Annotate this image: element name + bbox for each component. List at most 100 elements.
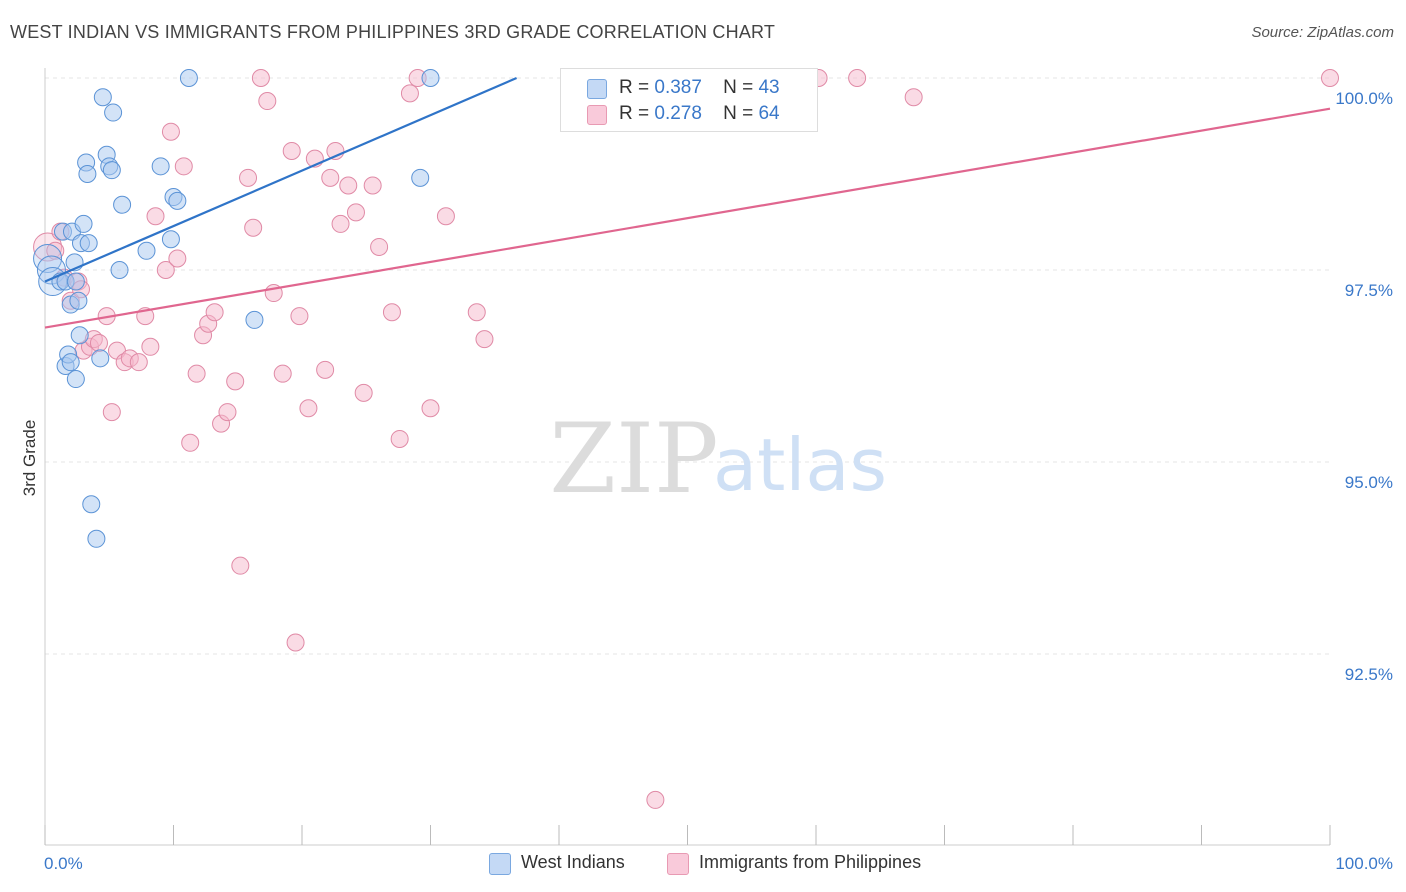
data-point-west-indians — [66, 272, 85, 291]
data-point-philippines — [382, 303, 401, 322]
legend-r-value: 0.387 — [654, 77, 702, 98]
legend-n-value: 64 — [758, 103, 780, 124]
data-point-west-indians — [66, 370, 85, 389]
data-point-philippines — [205, 303, 224, 322]
data-point-west-indians — [113, 195, 132, 214]
chart-title: WEST INDIAN VS IMMIGRANTS FROM PHILIPPIN… — [10, 22, 776, 42]
data-point-philippines — [273, 364, 292, 383]
legend-swatch-blue — [489, 853, 511, 875]
data-point-philippines — [400, 84, 419, 103]
data-point-philippines — [226, 372, 245, 391]
y-tick-label: 92.5% — [1345, 665, 1393, 684]
source-label: Source: ZipAtlas.com — [1251, 24, 1394, 41]
data-point-philippines — [251, 69, 270, 87]
data-point-west-indians — [421, 69, 440, 87]
legend-label: Immigrants from Philippines — [699, 852, 922, 872]
data-point-west-indians — [79, 234, 98, 253]
trend-lines — [44, 76, 1331, 329]
data-point-philippines — [475, 330, 494, 349]
data-point-philippines — [354, 383, 373, 402]
legend-n-label: N = — [723, 77, 754, 98]
data-point-philippines — [181, 433, 200, 452]
legend-r-value: 0.278 — [654, 103, 702, 124]
data-point-philippines — [390, 429, 409, 448]
axes: 92.5% 95.0% 97.5% 100.0% 0.0% 100.0% — [44, 68, 1393, 873]
data-point-philippines — [46, 241, 65, 260]
data-point-philippines — [102, 403, 121, 422]
data-point-philippines — [168, 249, 187, 268]
data-point-philippines — [282, 141, 301, 160]
data-point-west-indians — [61, 353, 80, 372]
legend-r-label: R = — [619, 77, 650, 98]
data-point-west-indians — [161, 230, 180, 249]
data-point-philippines — [436, 207, 455, 226]
data-point-philippines — [239, 168, 258, 187]
data-point-philippines — [187, 364, 206, 383]
data-point-philippines — [156, 261, 175, 279]
data-point-philippines — [290, 307, 309, 326]
x-tick-label-start: 0.0% — [44, 854, 83, 873]
data-point-west-indians — [93, 88, 112, 107]
data-point-philippines — [146, 207, 165, 226]
trend-line-west-indians — [44, 76, 518, 283]
data-point-west-indians — [74, 214, 93, 233]
data-point-philippines — [848, 69, 867, 87]
data-point-philippines — [331, 214, 350, 233]
data-point-west-indians — [91, 349, 110, 368]
legend-swatch-pink — [587, 105, 607, 125]
data-point-west-indians — [104, 103, 123, 122]
y-tick-label: 100.0% — [1335, 89, 1393, 108]
y-tick-label: 95.0% — [1345, 473, 1393, 492]
legend-label: West Indians — [521, 852, 625, 872]
legend-swatch-blue — [587, 79, 607, 99]
y-axis-label: 3rd Grade — [20, 420, 39, 497]
watermark-zip: ZIP — [549, 403, 718, 515]
data-point-philippines — [316, 360, 335, 379]
data-point-west-indians — [69, 291, 88, 310]
data-point-philippines — [174, 157, 193, 176]
data-point-philippines — [321, 168, 340, 187]
data-point-philippines — [904, 88, 923, 107]
data-point-west-indians — [151, 157, 170, 176]
data-point-philippines — [89, 333, 108, 352]
data-point-philippines — [363, 176, 382, 195]
data-point-philippines — [370, 237, 389, 256]
data-point-west-indians — [245, 310, 264, 329]
data-point-philippines — [258, 92, 277, 111]
data-point-philippines — [299, 399, 318, 418]
legend-n-label: N = — [723, 103, 754, 124]
data-point-philippines — [346, 203, 365, 222]
data-point-west-indians — [102, 161, 121, 180]
data-point-philippines — [218, 403, 237, 422]
data-point-west-indians — [82, 495, 101, 514]
data-point-west-indians — [137, 241, 156, 260]
data-point-philippines — [161, 122, 180, 141]
data-point-west-indians — [110, 261, 129, 279]
data-point-west-indians — [411, 168, 430, 187]
y-tick-label: 97.5% — [1345, 281, 1393, 300]
data-point-philippines — [129, 353, 148, 372]
data-point-west-indians — [70, 326, 89, 345]
data-point-philippines — [244, 218, 263, 237]
data-points — [33, 69, 1339, 809]
data-point-west-indians — [78, 165, 97, 183]
data-point-philippines — [141, 337, 160, 356]
legend-r-label: R = — [619, 103, 650, 124]
data-point-west-indians — [168, 191, 187, 210]
data-point-philippines — [339, 176, 358, 195]
watermark: ZIP atlas — [549, 403, 887, 515]
data-point-philippines — [421, 399, 440, 418]
x-tick-label-end: 100.0% — [1335, 854, 1393, 873]
data-point-west-indians — [179, 69, 198, 87]
data-point-west-indians — [87, 529, 106, 548]
data-point-philippines — [286, 633, 305, 652]
data-point-philippines — [467, 303, 486, 322]
data-point-philippines — [646, 790, 665, 809]
legend-n-value: 43 — [758, 77, 780, 98]
watermark-atlas: atlas — [713, 423, 887, 507]
data-point-west-indians — [33, 243, 63, 273]
data-point-philippines — [231, 556, 250, 575]
stats-legend: R = 0.387 N = 43 R = 0.278 N = 64 — [560, 68, 818, 132]
legend-swatch-pink — [667, 853, 689, 875]
